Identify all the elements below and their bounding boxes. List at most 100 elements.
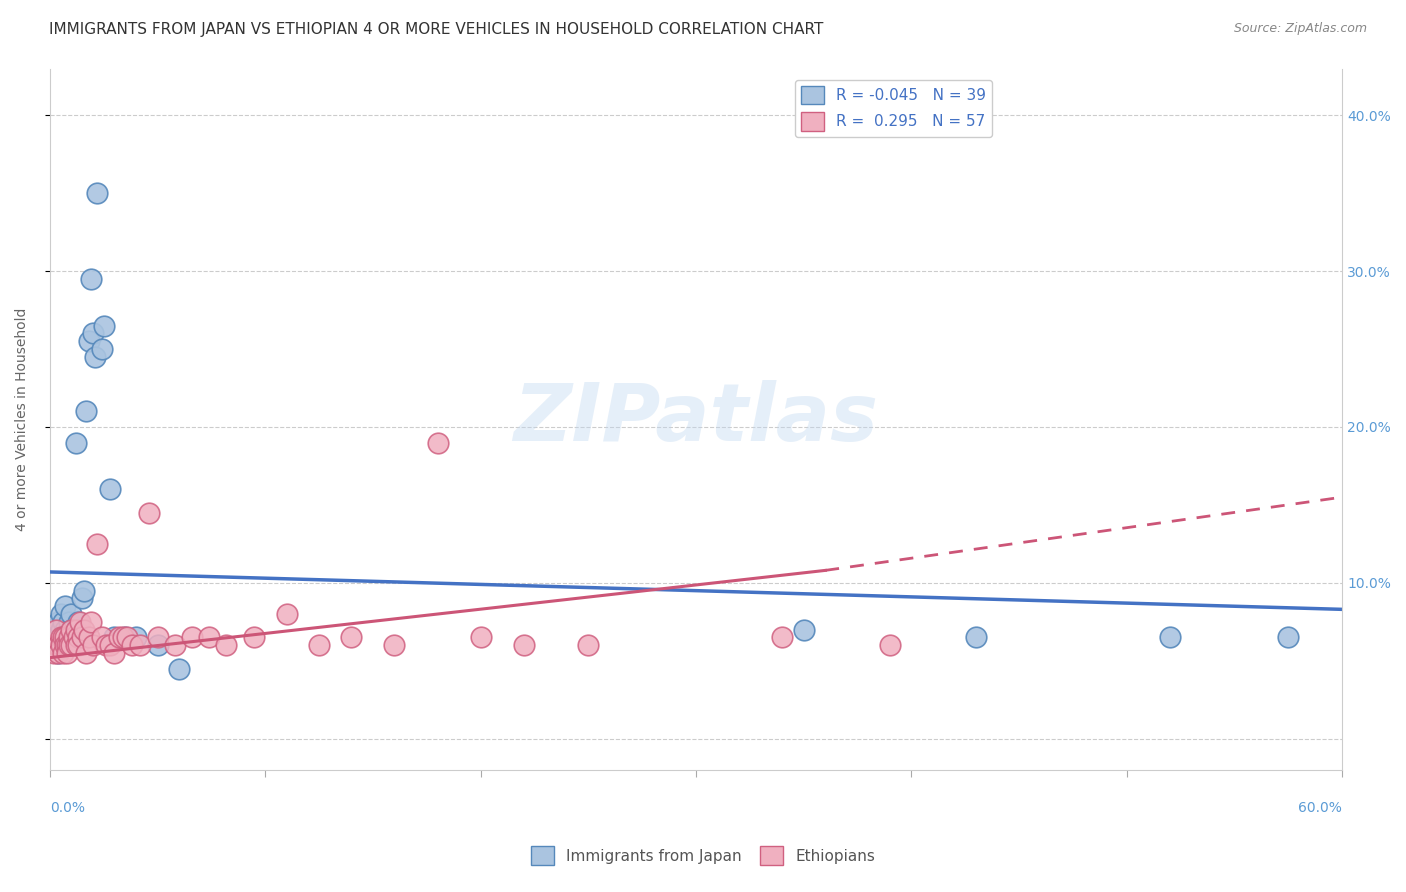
- Point: [198, 631, 221, 645]
- Point: [117, 631, 139, 645]
- Point: [65, 435, 87, 450]
- Point: [75, 646, 97, 660]
- Text: 0.0%: 0.0%: [49, 800, 84, 814]
- Legend: Immigrants from Japan, Ethiopians: Immigrants from Japan, Ethiopians: [524, 840, 882, 871]
- Point: [181, 631, 204, 645]
- Point: [70, 631, 93, 645]
- Point: [60, 623, 83, 637]
- Point: [793, 623, 815, 637]
- Point: [965, 631, 987, 645]
- Point: [52, 646, 75, 660]
- Point: [1277, 631, 1299, 645]
- Point: [45, 638, 67, 652]
- Point: [163, 638, 186, 652]
- Point: [103, 631, 125, 645]
- Point: [44, 631, 66, 645]
- Point: [112, 631, 135, 645]
- Point: [93, 318, 115, 333]
- Point: [60, 623, 83, 637]
- Point: [86, 186, 108, 201]
- Point: [103, 646, 125, 660]
- Point: [82, 326, 104, 341]
- Point: [48, 638, 70, 652]
- Point: [53, 631, 76, 645]
- Point: [56, 646, 79, 660]
- Point: [49, 631, 72, 645]
- Point: [66, 615, 89, 629]
- Point: [66, 631, 89, 645]
- Point: [77, 334, 100, 349]
- Point: [66, 638, 89, 652]
- Point: [167, 662, 190, 676]
- Point: [426, 435, 449, 450]
- Point: [53, 599, 76, 614]
- Point: [49, 607, 72, 621]
- Point: [129, 638, 152, 652]
- Point: [52, 615, 75, 629]
- Point: [73, 623, 96, 637]
- Point: [45, 623, 67, 637]
- Point: [276, 607, 298, 621]
- Point: [1159, 631, 1181, 645]
- Point: [56, 638, 79, 652]
- Point: [48, 646, 70, 660]
- Point: [69, 615, 91, 629]
- Point: [138, 506, 160, 520]
- Text: IMMIGRANTS FROM JAPAN VS ETHIOPIAN 4 OR MORE VEHICLES IN HOUSEHOLD CORRELATION C: IMMIGRANTS FROM JAPAN VS ETHIOPIAN 4 OR …: [49, 22, 824, 37]
- Point: [65, 623, 87, 637]
- Point: [98, 638, 121, 652]
- Point: [45, 638, 67, 652]
- Point: [53, 623, 76, 637]
- Point: [52, 631, 75, 645]
- Point: [107, 631, 129, 645]
- Point: [52, 631, 75, 645]
- Point: [84, 350, 107, 364]
- Legend: R = -0.045   N = 39, R =  0.295   N = 57: R = -0.045 N = 39, R = 0.295 N = 57: [794, 79, 993, 136]
- Point: [80, 615, 103, 629]
- Point: [75, 404, 97, 418]
- Point: [770, 631, 793, 645]
- Point: [86, 537, 108, 551]
- Point: [215, 638, 238, 652]
- Point: [576, 638, 599, 652]
- Point: [60, 638, 83, 652]
- Point: [48, 615, 70, 629]
- Point: [80, 272, 103, 286]
- Point: [48, 646, 70, 660]
- Point: [308, 638, 330, 652]
- Point: [44, 646, 66, 660]
- Text: 60.0%: 60.0%: [1298, 800, 1343, 814]
- Point: [90, 631, 112, 645]
- Point: [77, 631, 100, 645]
- Text: Source: ZipAtlas.com: Source: ZipAtlas.com: [1233, 22, 1367, 36]
- Point: [41, 638, 63, 652]
- Point: [879, 638, 901, 652]
- Point: [98, 483, 121, 497]
- Point: [53, 638, 76, 652]
- Point: [82, 638, 104, 652]
- Point: [60, 607, 83, 621]
- Point: [69, 631, 91, 645]
- Y-axis label: 4 or more Vehicles in Household: 4 or more Vehicles in Household: [15, 308, 30, 531]
- Point: [243, 631, 266, 645]
- Point: [65, 638, 87, 652]
- Point: [70, 591, 93, 606]
- Point: [340, 631, 363, 645]
- Point: [58, 631, 80, 645]
- Point: [49, 638, 72, 652]
- Point: [49, 623, 72, 637]
- Point: [121, 638, 143, 652]
- Point: [58, 615, 80, 629]
- Point: [146, 638, 169, 652]
- Point: [94, 638, 117, 652]
- Point: [73, 583, 96, 598]
- Point: [125, 631, 148, 645]
- Point: [62, 631, 84, 645]
- Point: [384, 638, 406, 652]
- Point: [58, 631, 80, 645]
- Point: [58, 638, 80, 652]
- Point: [470, 631, 492, 645]
- Point: [62, 631, 84, 645]
- Point: [512, 638, 534, 652]
- Text: ZIPatlas: ZIPatlas: [513, 380, 879, 458]
